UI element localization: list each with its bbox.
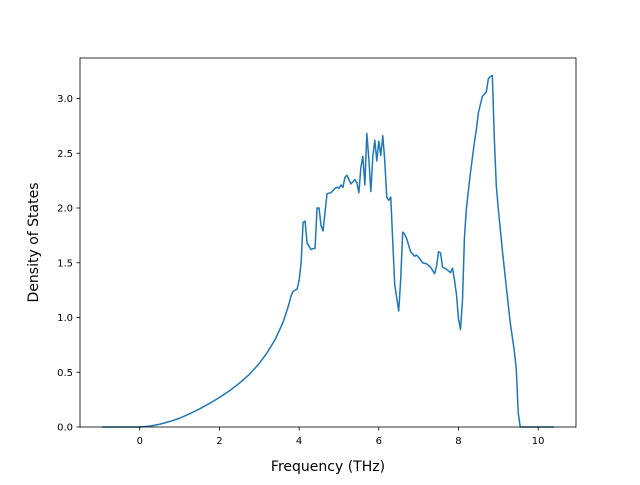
axes-frame xyxy=(79,57,577,428)
y-tick-label: 2.5 xyxy=(57,149,73,160)
x-tick-label: 0 xyxy=(137,436,143,447)
x-tick-label: 4 xyxy=(296,436,302,447)
y-tick-label: 2.0 xyxy=(57,204,73,215)
y-tick-label: 1.0 xyxy=(57,313,73,324)
y-axis-ticks: 0.0 0.5 1.0 1.5 2.0 2.5 3.0 xyxy=(57,94,80,434)
x-tick-label: 8 xyxy=(455,436,461,447)
plot-area xyxy=(101,74,555,428)
x-axis-ticks: 0 2 4 6 8 10 xyxy=(137,427,545,447)
x-tick-label: 2 xyxy=(216,436,222,447)
x-tick-label: 6 xyxy=(376,436,382,447)
y-axis-label: Density of States xyxy=(26,183,42,303)
x-tick-label: 10 xyxy=(532,436,545,447)
y-tick-label: 3.0 xyxy=(57,94,73,105)
y-tick-label: 1.5 xyxy=(57,258,73,269)
y-tick-label: 0.0 xyxy=(57,423,73,434)
y-tick-label: 0.5 xyxy=(57,368,73,379)
dos-series-line xyxy=(101,74,555,428)
x-axis-label: Frequency (THz) xyxy=(271,459,385,475)
